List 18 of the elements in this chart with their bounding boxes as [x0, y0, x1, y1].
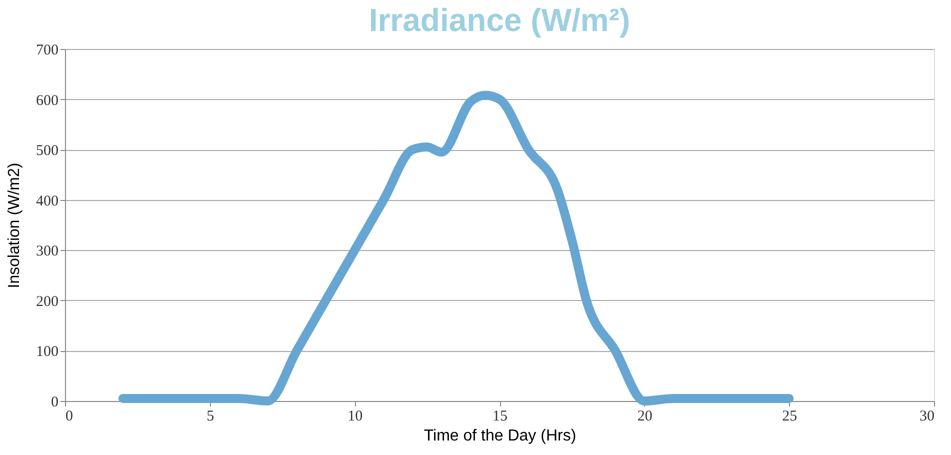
y-axis-title: Insolation (W/m2) — [6, 162, 23, 288]
y-tick-label: 500 — [36, 143, 58, 160]
y-tick-label: 0 — [51, 394, 58, 410]
x-tick-label: 25 — [782, 408, 798, 424]
x-tick-label: 30 — [920, 408, 934, 424]
chart-title: Irradiance (W/m²) — [368, 2, 630, 38]
x-axis-title: Time of the Day (Hrs) — [424, 428, 576, 444]
y-tick-label: 300 — [36, 244, 58, 260]
x-tick-label: 0 — [66, 408, 73, 424]
y-tick-label: 600 — [36, 92, 58, 109]
x-tick-label: 5 — [206, 408, 214, 424]
x-tick-label: 15 — [492, 408, 508, 424]
y-tick-label: 400 — [36, 193, 58, 210]
x-tick-label: 20 — [637, 408, 652, 424]
x-tick-label: 10 — [348, 408, 363, 424]
y-tick-label: 200 — [36, 294, 58, 310]
y-tick-label: 100 — [36, 344, 58, 360]
y-tick-label: 700 — [36, 42, 58, 58]
